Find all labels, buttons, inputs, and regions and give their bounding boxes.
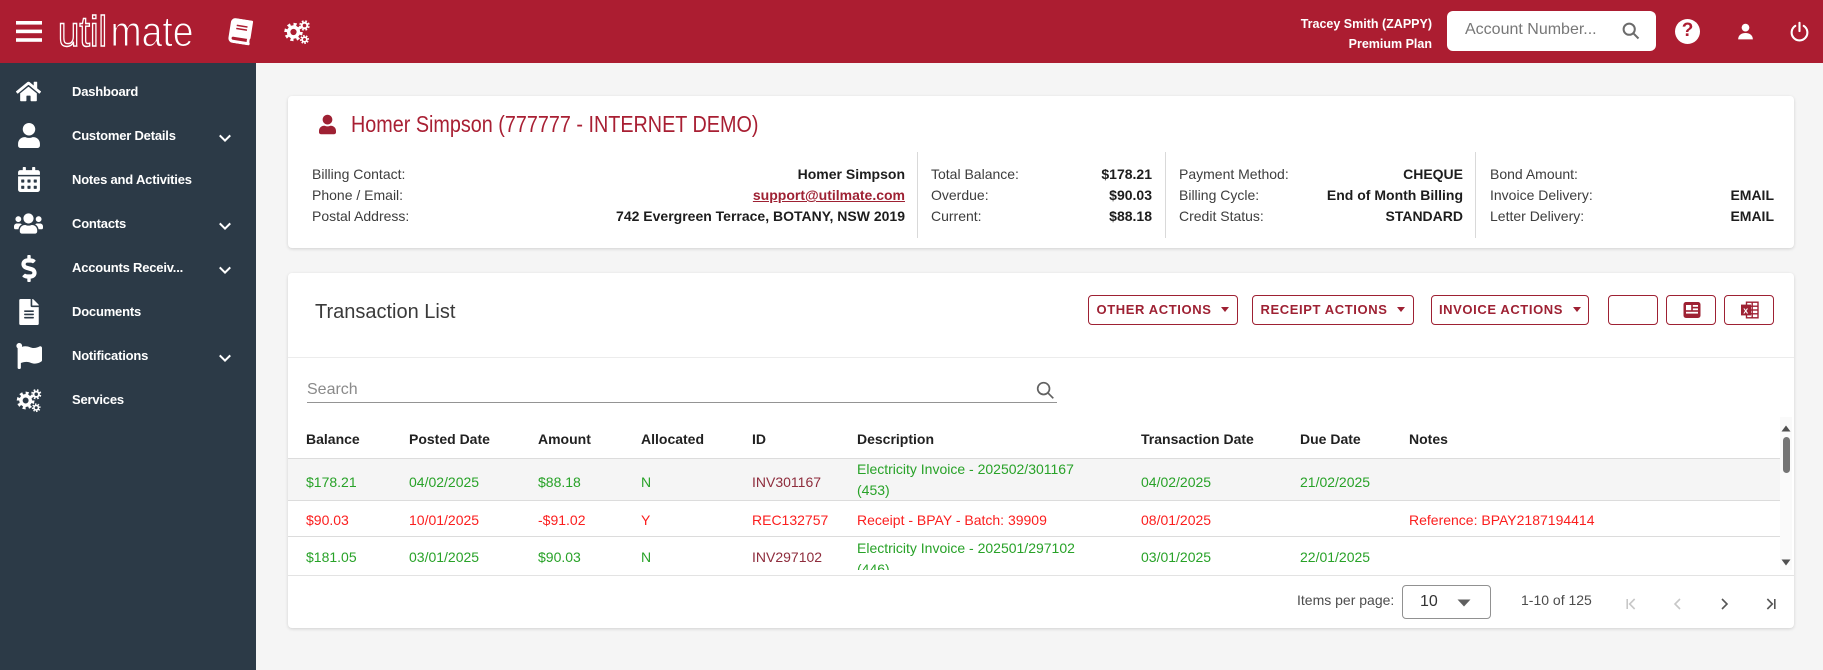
- svg-text:mate: mate: [111, 8, 194, 56]
- svg-text:util: util: [58, 8, 107, 56]
- svg-text:x: x: [1743, 305, 1749, 315]
